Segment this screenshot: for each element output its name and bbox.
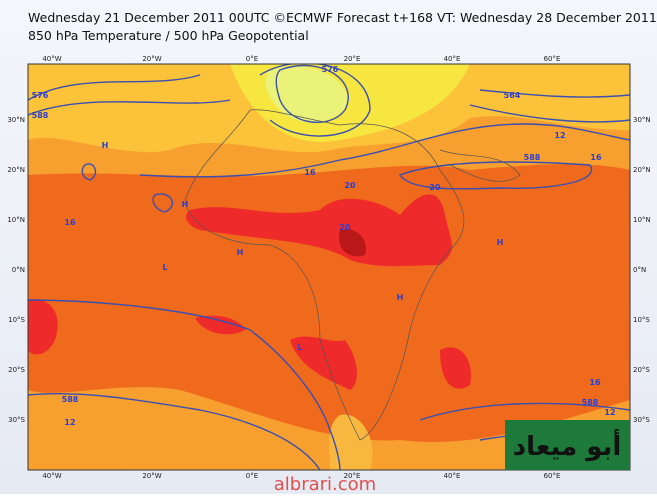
map-field: [28, 64, 630, 470]
contour-label: L: [297, 343, 302, 352]
map-frame: [27, 63, 631, 471]
contour-label: 12: [64, 418, 75, 427]
lat-label-right: 30°S: [633, 416, 650, 424]
contour-label: 16: [304, 168, 316, 177]
lon-label-top: 20°E: [344, 55, 361, 63]
contour-label: 16: [590, 153, 602, 162]
lat-label-left: 10°N: [7, 216, 25, 224]
lat-label-right: 0°N: [633, 266, 646, 274]
lon-label-bottom: 20°W: [142, 472, 161, 480]
lat-label-right: 10°S: [633, 316, 650, 324]
contour-label: 16: [64, 218, 76, 227]
lat-label-left: 0°N: [12, 266, 25, 274]
contour-label: 576: [322, 65, 339, 74]
lon-label-bottom: 60°E: [544, 472, 561, 480]
contour-label: H: [102, 141, 109, 150]
lat-label-left: 30°S: [8, 416, 25, 424]
contour-label: 588: [32, 111, 49, 120]
lon-label-bottom: 40°E: [444, 472, 461, 480]
contour-label: 16: [589, 378, 601, 387]
lon-label-top: 60°E: [544, 55, 561, 63]
contour-label: 588: [582, 398, 599, 407]
lon-label-bottom: 0°E: [246, 472, 258, 480]
subtitle: 850 hPa Temperature / 500 hPa Geopotenti…: [28, 28, 309, 43]
lat-label-right: 30°N: [633, 116, 651, 124]
contour-label: 588: [62, 395, 79, 404]
contour-label: 588: [524, 153, 541, 162]
watermark-name: أبو ميعاد: [513, 429, 622, 462]
lat-label-left: 20°N: [7, 166, 25, 174]
contour-label: 576: [32, 91, 49, 100]
watermark-site: albrari.com: [274, 474, 376, 494]
contour-label: 20: [429, 183, 441, 192]
contour-label: H: [182, 200, 189, 209]
contour-label: H: [397, 293, 404, 302]
watermark-box: [505, 420, 630, 470]
contour-label: 20: [339, 223, 351, 232]
lat-label-left: 30°N: [7, 116, 25, 124]
contour-label: L: [162, 263, 167, 272]
contour-label: 12: [554, 131, 565, 140]
lat-label-left: 20°S: [8, 366, 25, 374]
lon-label-top: 0°E: [246, 55, 258, 63]
contour-label: 564: [504, 91, 521, 100]
lat-label-right: 20°S: [633, 366, 650, 374]
contour-label: H: [237, 248, 244, 257]
lat-label-left: 10°S: [8, 316, 25, 324]
lon-label-top: 40°E: [444, 55, 461, 63]
lon-label-bottom: 40°W: [42, 472, 61, 480]
lon-label-top: 40°W: [42, 55, 61, 63]
contour-label: 20: [344, 181, 356, 190]
contour-label: 12: [604, 408, 615, 417]
contour-label: H: [497, 238, 504, 247]
lat-label-right: 20°N: [633, 166, 651, 174]
lat-label-right: 10°N: [633, 216, 651, 224]
lon-label-top: 20°W: [142, 55, 161, 63]
title: Wednesday 21 December 2011 00UTC ©ECMWF …: [28, 10, 657, 25]
lon-label-bottom: 20°E: [344, 472, 361, 480]
